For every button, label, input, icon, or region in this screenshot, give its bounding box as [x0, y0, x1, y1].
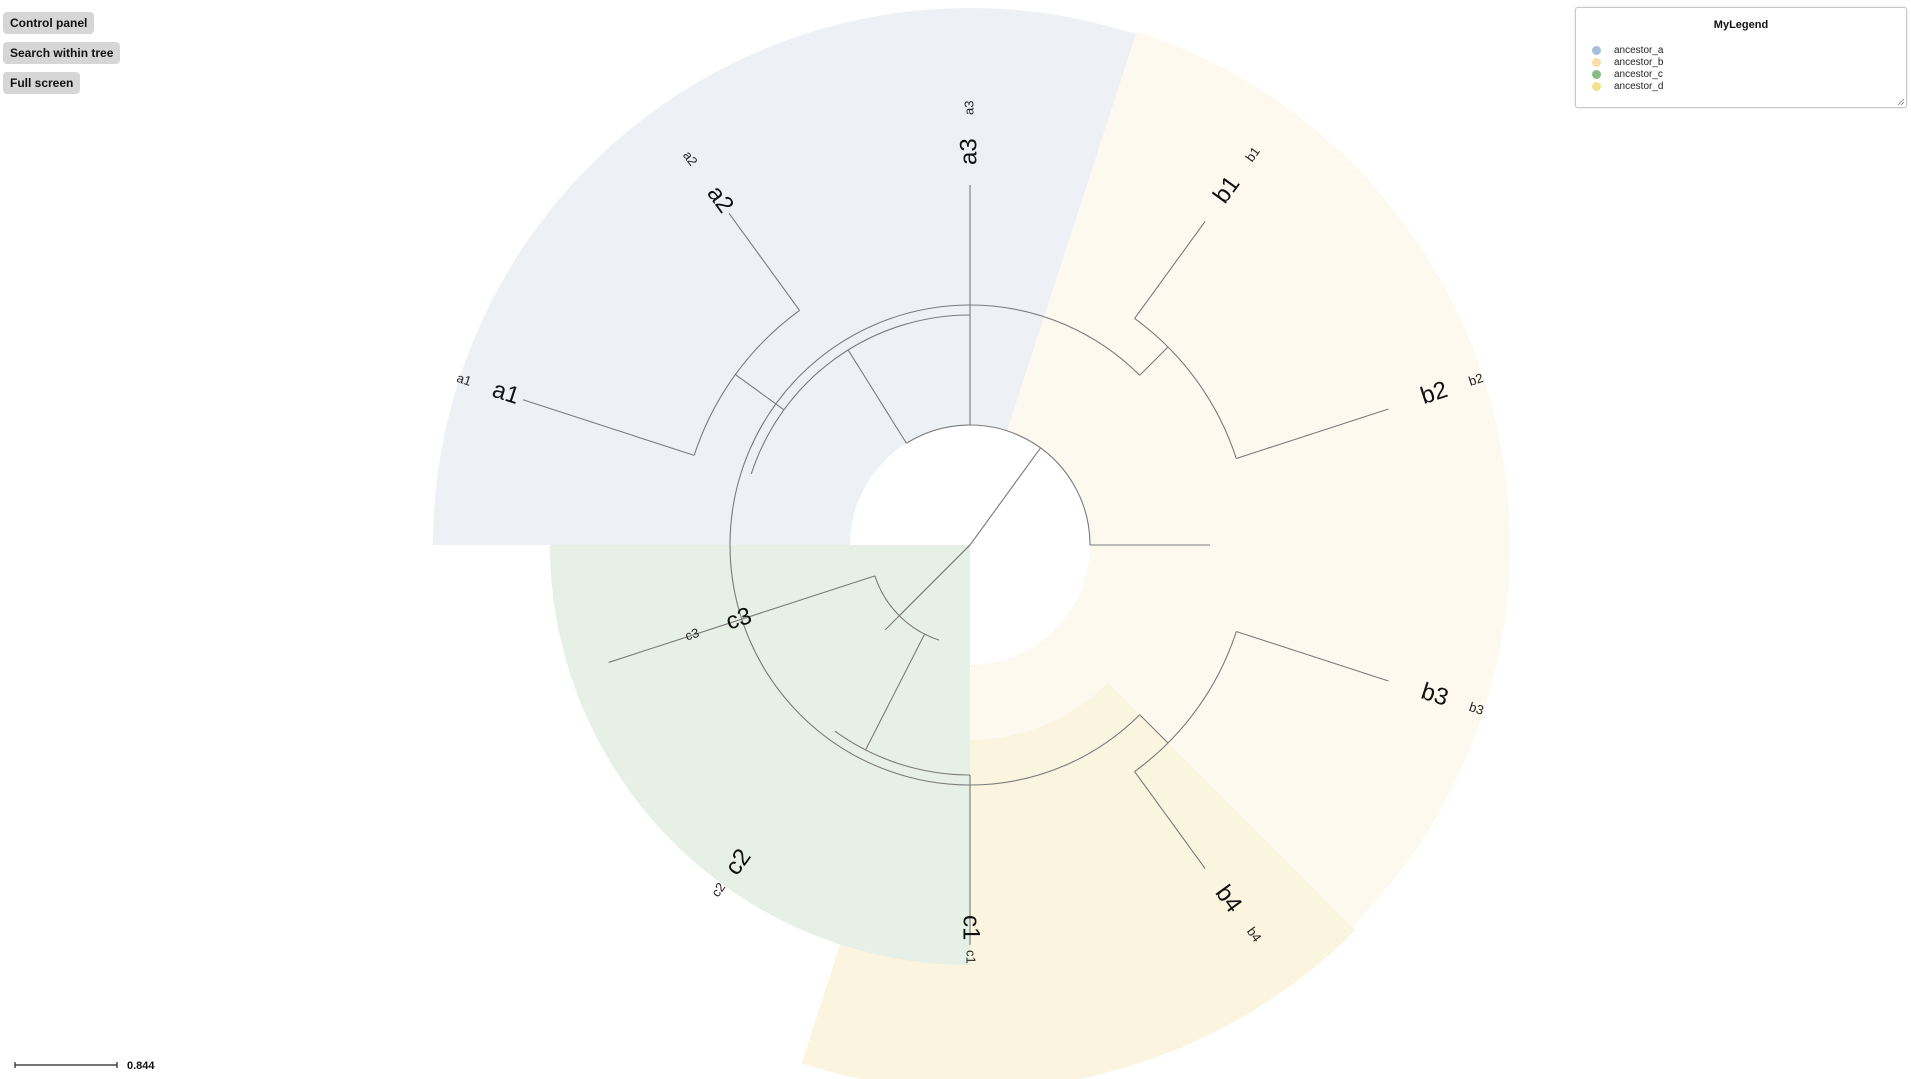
tree-branch: [729, 304, 1141, 786]
legend-item-label: ancestor_a: [1614, 45, 1664, 56]
leaf-label: a2: [680, 148, 701, 169]
tree-branch: [1139, 714, 1169, 744]
legend-item: ancestor_c: [1592, 69, 1663, 81]
tree-branch: [522, 399, 695, 456]
legend-item-label: ancestor_c: [1614, 69, 1663, 80]
tree-branch: [608, 575, 876, 663]
tree-branch: [750, 314, 971, 475]
legend-swatch: [1592, 58, 1601, 67]
leaf-label: a3: [961, 101, 976, 115]
scale-bar-label: 0.844: [127, 1060, 155, 1072]
leaf-label: b1: [1242, 144, 1263, 165]
tree-branch: [1236, 408, 1389, 460]
legend-swatch: [1592, 70, 1601, 79]
tree-branch: [1134, 221, 1206, 319]
leaf-label: b3: [1467, 699, 1485, 718]
scale-bar: [14, 1062, 118, 1068]
legend-swatch: [1592, 46, 1601, 55]
tree-branch: [1139, 346, 1169, 376]
control-panel-button[interactable]: Control panel: [3, 12, 95, 34]
clade-a-background: [433, 7, 1136, 546]
tree-branch: [834, 730, 971, 776]
full-screen-button[interactable]: Full screen: [3, 72, 81, 94]
leaf-name[interactable]: a3: [955, 138, 982, 165]
legend-item: ancestor_b: [1592, 57, 1663, 69]
legend-swatch: [1592, 82, 1601, 91]
tree-branch: [1236, 630, 1389, 682]
tree-branch: [1134, 631, 1237, 772]
tree-branch: [1134, 318, 1237, 459]
tree-branch: [847, 349, 907, 444]
tree-branch: [969, 447, 1041, 546]
clade-c-background: [550, 545, 970, 945]
leaf-label: a1: [455, 370, 473, 389]
resize-grip-icon[interactable]: [1897, 98, 1905, 106]
tree-branch: [693, 309, 800, 456]
legend-list: ancestor_a ancestor_b ancestor_c ancesto…: [1592, 45, 1663, 93]
leaf-label: c3: [683, 625, 701, 644]
clade-b-background: [1007, 31, 1510, 546]
search-within-tree-button[interactable]: Search within tree: [3, 42, 121, 64]
leaf-label: b2: [1467, 370, 1485, 389]
legend-title: MyLegend: [1713, 19, 1769, 31]
tree-branch: [874, 575, 940, 641]
legend-item: ancestor_a: [1592, 45, 1663, 57]
legend-item-label: ancestor_b: [1614, 57, 1664, 68]
leaf-label: c1: [964, 950, 979, 964]
tree-branch: [898, 544, 971, 617]
tree-branch: [728, 212, 800, 311]
leaf-name[interactable]: c1: [958, 915, 985, 940]
clade-backgrounds: [433, 7, 1510, 1079]
tree-branch: [865, 633, 926, 751]
tree-branch: [1134, 771, 1206, 869]
legend-panel[interactable]: MyLegend ancestor_a ancestor_b ancestor_…: [1575, 7, 1907, 108]
tree-branch: [906, 424, 1091, 546]
legend-item: ancestor_d: [1592, 81, 1663, 93]
leaf-label: b4: [1244, 924, 1265, 945]
legend-item-label: ancestor_d: [1614, 81, 1664, 92]
tree-branches: [522, 185, 1389, 945]
